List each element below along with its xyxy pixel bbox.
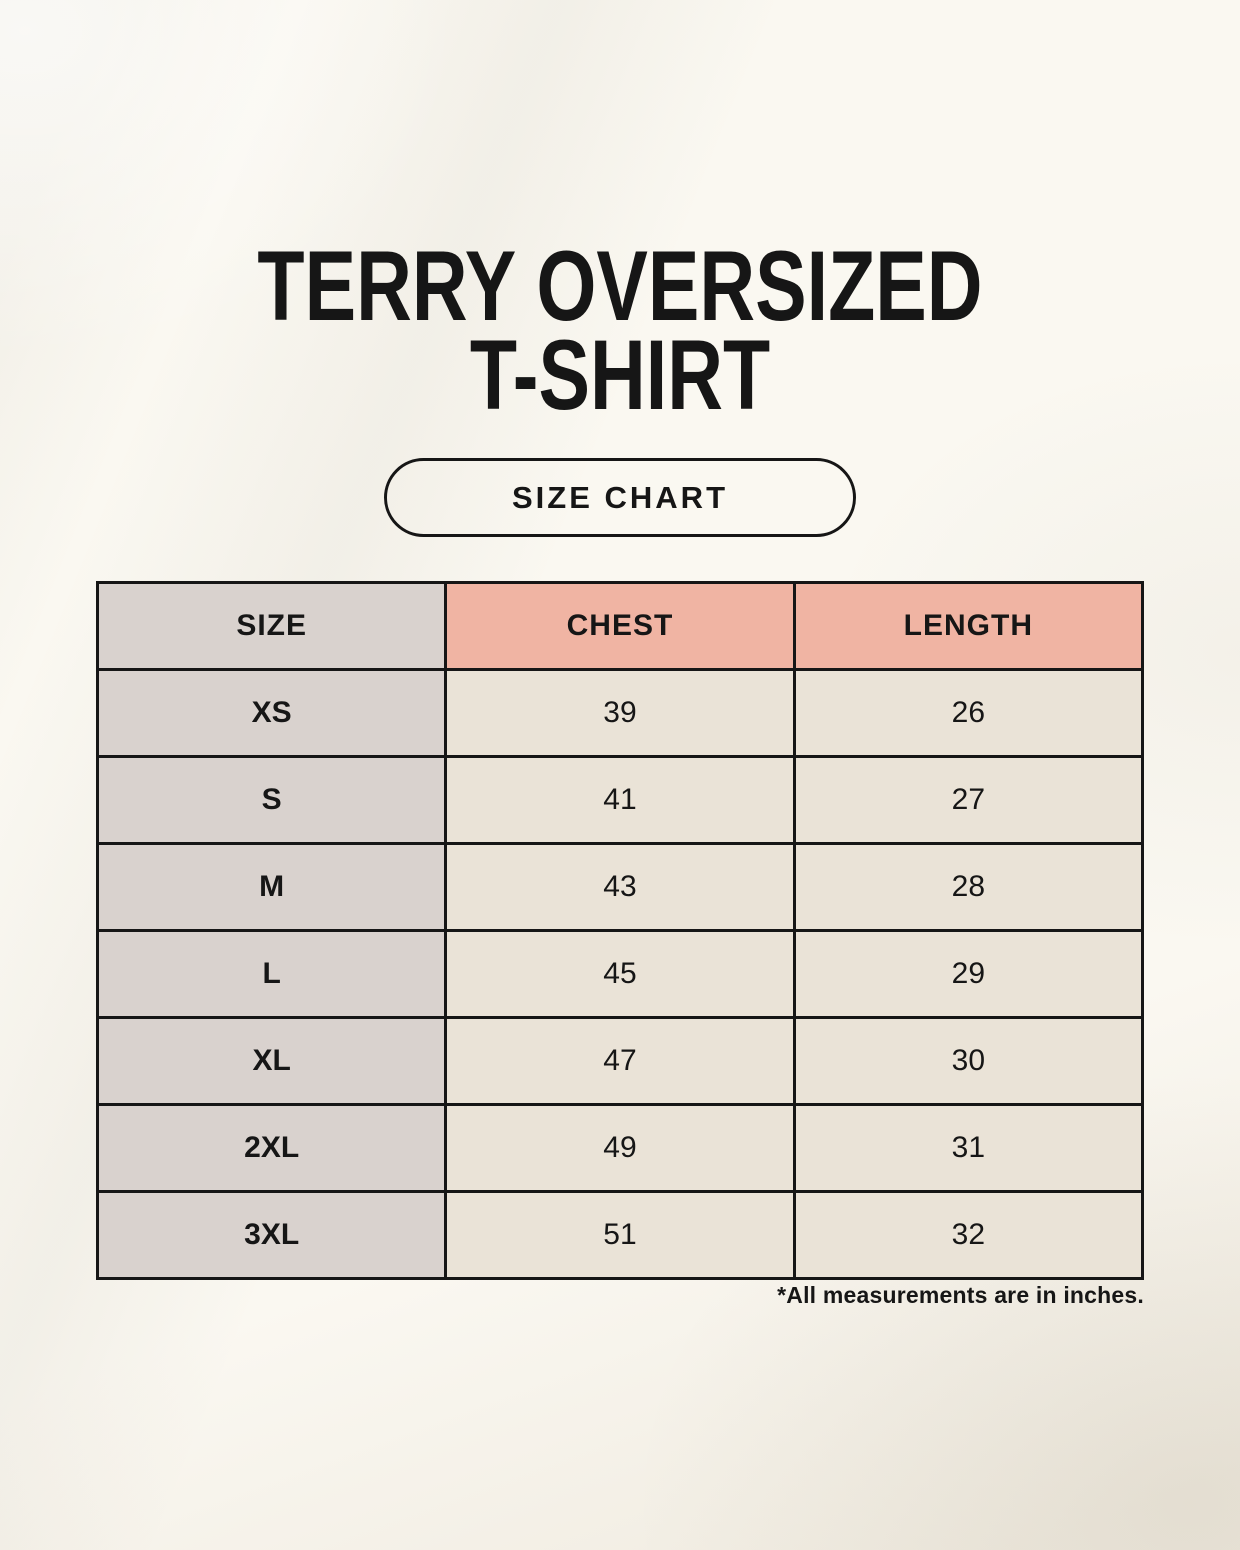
size-label-cell: S [95, 755, 448, 845]
table-row: XL 47 30 [95, 1016, 1145, 1106]
chest-value-cell: 43 [444, 842, 796, 932]
length-value-cell: 26 [792, 668, 1145, 758]
size-table-header: SIZE CHEST LENGTH [95, 581, 1145, 671]
length-value-cell: 32 [792, 1190, 1145, 1280]
page-title: TERRY OVERSIZED T-SHIRT [136, 230, 1103, 431]
header-row: SIZE CHEST LENGTH [95, 581, 1145, 671]
length-value-cell: 27 [792, 755, 1145, 845]
table-row: M 43 28 [95, 842, 1145, 932]
length-value-cell: 28 [792, 842, 1145, 932]
size-label-cell: 3XL [95, 1190, 448, 1280]
chest-value-cell: 41 [444, 755, 796, 845]
size-label-cell: M [95, 842, 448, 932]
table-row: L 45 29 [95, 929, 1145, 1019]
table-row: 2XL 49 31 [95, 1103, 1145, 1193]
chest-value-cell: 51 [444, 1190, 796, 1280]
measurements-footnote: *All measurements are in inches. [777, 1282, 1144, 1308]
table-row: S 41 27 [95, 755, 1145, 845]
size-chart-button-label: SIZE CHART [512, 479, 728, 515]
size-label-cell: XS [95, 668, 448, 758]
column-header-chest: CHEST [444, 581, 796, 671]
table-row: 3XL 51 32 [95, 1190, 1145, 1280]
size-label-cell: L [95, 929, 448, 1019]
length-value-cell: 30 [792, 1016, 1145, 1106]
page-title-line1: TERRY OVERSIZED [257, 230, 983, 341]
chest-value-cell: 39 [444, 668, 796, 758]
chest-value-cell: 45 [444, 929, 796, 1019]
length-value-cell: 31 [792, 1103, 1145, 1193]
length-value-cell: 29 [792, 929, 1145, 1019]
column-header-size: SIZE [95, 581, 448, 671]
column-header-length: LENGTH [792, 581, 1145, 671]
size-table-body: XS 39 26 S 41 27 M 43 28 L 45 29 XL 47 30 2XL 49 31 3XL 51 3… [95, 668, 1145, 1280]
size-label-cell: 2XL [95, 1103, 448, 1193]
table-row: XS 39 26 [95, 668, 1145, 758]
page-title-line2: T-SHIRT [469, 319, 771, 431]
size-table: SIZE CHEST LENGTH XS 39 26 S 41 27 M 43 28 L 45 29 X… [95, 581, 1145, 1280]
size-chart-button[interactable]: SIZE CHART [384, 458, 856, 537]
chest-value-cell: 49 [444, 1103, 796, 1193]
chest-value-cell: 47 [444, 1016, 796, 1106]
size-label-cell: XL [95, 1016, 448, 1106]
